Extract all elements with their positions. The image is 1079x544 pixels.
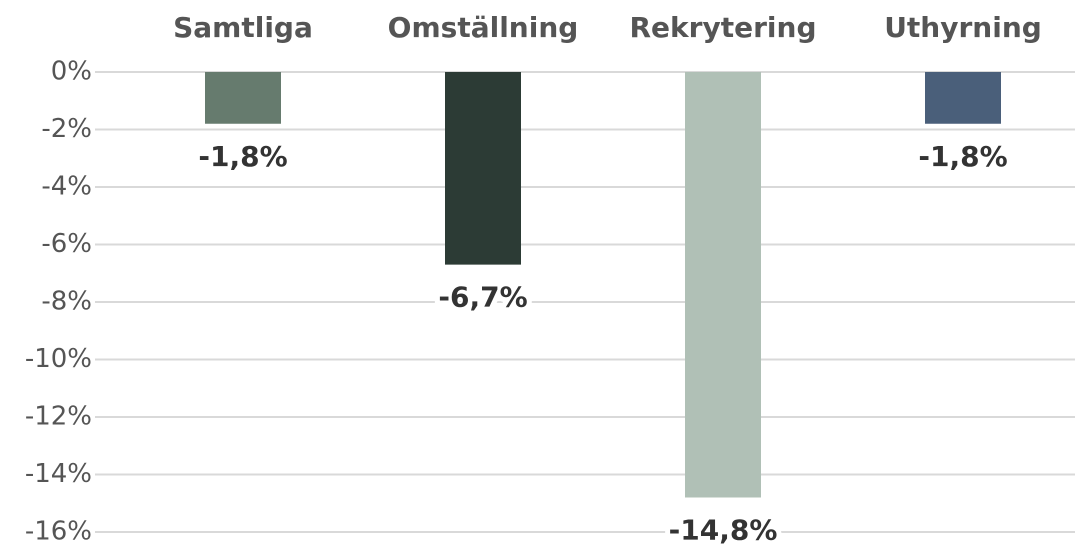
value-label: -1,8% — [918, 140, 1007, 173]
y-tick-label: -10% — [25, 344, 92, 374]
category-label: Uthyrning — [884, 11, 1042, 44]
y-tick-label: -2% — [41, 114, 92, 144]
bar — [685, 72, 761, 498]
y-tick-label: -14% — [25, 459, 92, 489]
category-label: Samtliga — [173, 11, 313, 44]
value-label: -14,8% — [669, 514, 778, 544]
y-tick-label: -4% — [41, 172, 92, 202]
y-tick-label: -16% — [25, 517, 92, 544]
category-label: Rekrytering — [630, 11, 817, 44]
value-label: -6,7% — [438, 281, 527, 314]
bar — [925, 72, 1001, 124]
y-tick-label: 0% — [51, 57, 92, 87]
bar — [205, 72, 281, 124]
y-tick-label: -12% — [25, 402, 92, 432]
bar — [445, 72, 521, 265]
category-label: Omställning — [388, 11, 579, 44]
value-label: -1,8% — [198, 140, 287, 173]
y-tick-label: -6% — [41, 229, 92, 259]
y-tick-label: -8% — [41, 287, 92, 317]
